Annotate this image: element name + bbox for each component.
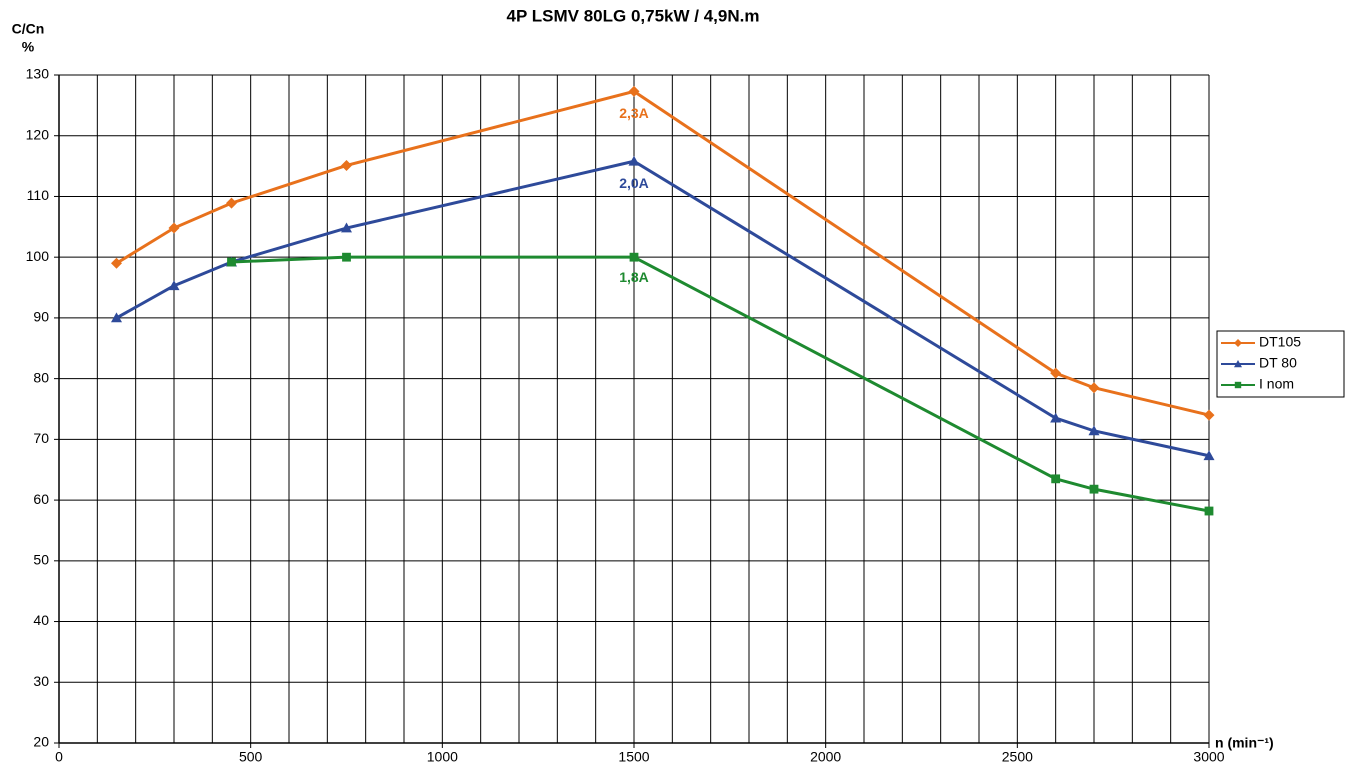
- marker: [341, 222, 352, 233]
- y-tick-label: 120: [26, 126, 50, 142]
- y-tick-label: 100: [26, 248, 50, 264]
- marker: [1088, 425, 1100, 436]
- marker: [629, 252, 639, 262]
- marker: [342, 252, 351, 262]
- marker: [1204, 506, 1214, 516]
- marker: [1050, 412, 1062, 423]
- y-tick-label: 80: [33, 369, 49, 385]
- marker: [628, 155, 640, 166]
- line: [115, 89, 1210, 417]
- y-tick-label: 50: [33, 552, 49, 568]
- marker: [227, 257, 236, 267]
- marker: [1234, 339, 1242, 347]
- marker: [341, 159, 352, 171]
- x-tick-label: 2500: [1002, 749, 1033, 765]
- x-tick-label: 3000: [1193, 749, 1224, 765]
- marker: [1088, 382, 1100, 394]
- marker: [1203, 409, 1215, 421]
- y-tick-label: 60: [33, 491, 49, 507]
- y-tick-label: 90: [33, 309, 49, 325]
- marker: [1234, 381, 1242, 389]
- marker: [226, 197, 237, 209]
- x-tick-label: 1500: [618, 749, 649, 765]
- legend-label: I nom: [1259, 376, 1294, 392]
- marker: [1089, 484, 1099, 494]
- y-tick-label: 30: [33, 673, 49, 689]
- y-tick-label: 130: [26, 66, 50, 82]
- x-tick-label: 0: [55, 749, 63, 765]
- marker: [1051, 474, 1061, 484]
- annotation: 2,3A: [619, 105, 649, 121]
- marker: [1203, 450, 1215, 461]
- x-tick-label: 2000: [810, 749, 841, 765]
- legend-label: DT105: [1259, 334, 1301, 350]
- y-tick-label: 20: [33, 734, 49, 750]
- x-tick-label: 1000: [427, 749, 458, 765]
- y-axis-label: C/Cn: [12, 21, 45, 37]
- chart-title: 4P LSMV 80LG 0,75kW / 4,9N.m: [507, 6, 760, 25]
- marker: [628, 85, 640, 97]
- legend-label: DT 80: [1259, 355, 1297, 371]
- y-tick-label: 70: [33, 430, 49, 446]
- y-tick-label: 40: [33, 612, 49, 628]
- marker: [111, 312, 122, 323]
- line: [231, 255, 1210, 513]
- x-axis-label: n (min⁻¹): [1215, 735, 1274, 751]
- line: [115, 159, 1210, 458]
- marker: [1050, 367, 1062, 379]
- y-tick-label: 110: [27, 187, 50, 203]
- y-axis-label: %: [22, 39, 35, 55]
- x-tick-label: 500: [239, 749, 263, 765]
- marker: [168, 222, 180, 234]
- marker: [1234, 360, 1242, 368]
- marker: [111, 257, 122, 269]
- marker: [168, 280, 180, 291]
- annotation: 2,0A: [619, 175, 649, 191]
- annotation: 1,8A: [619, 269, 649, 285]
